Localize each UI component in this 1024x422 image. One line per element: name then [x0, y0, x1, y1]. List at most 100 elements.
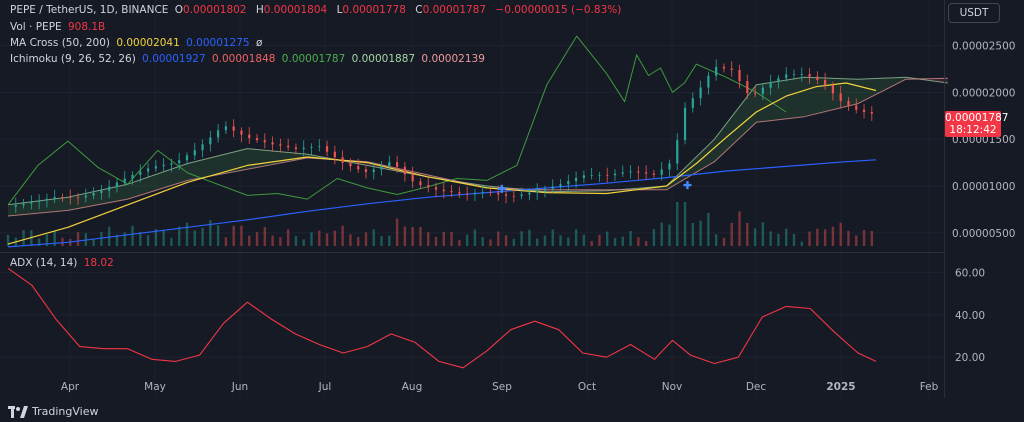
symbol-title[interactable]: PEPE / TetherUS, 1D, BINANCE — [10, 4, 169, 16]
candle-body — [839, 93, 842, 102]
candle-body — [14, 205, 17, 207]
candle-body — [520, 194, 523, 197]
symbol-legend[interactable]: PEPE / TetherUS, 1D, BINANCE O0.00001802… — [10, 3, 624, 17]
cloud-bullish — [8, 148, 344, 217]
ichimoku-legend[interactable]: Ichimoku (9, 26, 52, 26) 0.00001927 0.00… — [10, 52, 488, 66]
candle-body — [76, 197, 80, 199]
candle-body — [69, 197, 72, 198]
candle-body — [574, 178, 578, 182]
candle-body — [372, 169, 375, 173]
volume-bar — [613, 238, 617, 246]
volume-bar — [528, 229, 531, 246]
volume-bar — [714, 234, 718, 246]
volume-bar — [792, 234, 796, 246]
ichimoku-label[interactable]: Ichimoku (9, 26, 52, 26) — [10, 53, 136, 65]
candle-body — [139, 171, 142, 175]
adx-legend[interactable]: ADX (14, 14) 18.02 — [10, 256, 117, 270]
candle-body — [45, 198, 49, 201]
volume-bar — [434, 236, 438, 246]
candle-body — [30, 201, 33, 204]
volume-bar — [442, 231, 445, 246]
time-axis[interactable]: Apr May Jun Jul Aug Sep Oct Nov Dec 2025 Feb — [61, 381, 939, 393]
volume-bar — [372, 229, 375, 246]
candle-body — [38, 200, 41, 202]
volume-bar — [255, 232, 259, 246]
candle-body — [816, 76, 819, 80]
candle-body — [761, 87, 764, 94]
volume-bar — [629, 231, 632, 246]
candle-body — [248, 134, 251, 139]
volume-bar — [310, 232, 313, 246]
volume-legend[interactable]: Vol · PEPE 908.1B — [10, 20, 108, 34]
candle-body — [777, 78, 780, 83]
candle-body — [310, 146, 313, 148]
candle-body — [178, 160, 181, 164]
volume-bar — [465, 234, 469, 246]
signal-markers — [497, 181, 692, 193]
volume-bar — [325, 233, 329, 246]
volume-bar — [746, 222, 749, 246]
candle-body — [302, 147, 305, 149]
senkou-span-b-line — [7, 77, 948, 217]
volume-bar — [356, 236, 360, 246]
adx-label[interactable]: ADX (14, 14) — [10, 257, 78, 269]
volume-bar — [294, 235, 298, 246]
candle-body — [224, 126, 227, 131]
tradingview-logo[interactable]: TradingView — [8, 405, 98, 418]
volume-bar — [691, 223, 695, 246]
candle-body — [131, 174, 134, 179]
volume-bar — [668, 224, 671, 246]
adx-tick-label: 20.00 — [955, 352, 985, 364]
candle-body — [753, 93, 757, 94]
candle-body — [255, 138, 259, 141]
volume-bar — [777, 233, 780, 246]
candle-body — [108, 186, 111, 191]
volume-bar — [847, 230, 850, 246]
chikou-span-line — [7, 35, 787, 206]
candle-body — [606, 175, 609, 176]
adx-axis[interactable]: 60.00 40.00 20.00 — [955, 268, 985, 365]
candle-body — [707, 75, 710, 88]
candle-body — [434, 187, 438, 190]
volume-value: 908.1B — [68, 21, 106, 33]
volume-bar — [855, 235, 858, 246]
ma-cross-label[interactable]: MA Cross (50, 200) — [10, 37, 110, 49]
candle-body — [53, 196, 56, 199]
volume-label[interactable]: Vol · PEPE — [10, 21, 62, 33]
ma-cross-legend[interactable]: MA Cross (50, 200) 0.00002041 0.00001275… — [10, 36, 265, 50]
cloud-bearish — [522, 189, 619, 192]
candle-body — [613, 173, 617, 176]
candle-body — [699, 87, 702, 99]
candle-body — [458, 192, 461, 194]
volume-bar — [559, 235, 562, 246]
volume-bar — [240, 225, 243, 246]
volume-bar — [637, 237, 640, 246]
candle-body — [115, 182, 119, 187]
time-tick-label: Dec — [746, 381, 767, 393]
candle-body — [450, 191, 453, 193]
volume-bar — [139, 232, 142, 246]
adx-tick-label: 60.00 — [955, 268, 985, 280]
volume-bar — [349, 234, 352, 246]
currency-button[interactable]: USDT — [948, 3, 1000, 23]
price-axis[interactable]: 0.00002500 0.00002000 0.00001500 0.00001000… — [952, 40, 1015, 239]
candle-body — [61, 196, 64, 198]
candle-body — [357, 166, 360, 170]
candle-body — [271, 142, 274, 145]
volume-bar — [497, 231, 500, 246]
cross-marker-icon — [683, 181, 692, 190]
volume-bar — [100, 231, 103, 246]
volume-bar — [403, 226, 407, 246]
candle-body — [217, 130, 220, 138]
ma-cross-extra: ø — [255, 37, 263, 49]
volume-bar — [286, 229, 290, 246]
volume-bar — [22, 230, 25, 246]
candle-body — [232, 126, 235, 131]
candle-body — [489, 192, 492, 194]
candle-body — [209, 137, 212, 145]
volume-bars — [6, 202, 874, 246]
candle-body — [185, 155, 189, 161]
volume-bar — [535, 238, 539, 246]
volume-bar — [699, 220, 702, 246]
